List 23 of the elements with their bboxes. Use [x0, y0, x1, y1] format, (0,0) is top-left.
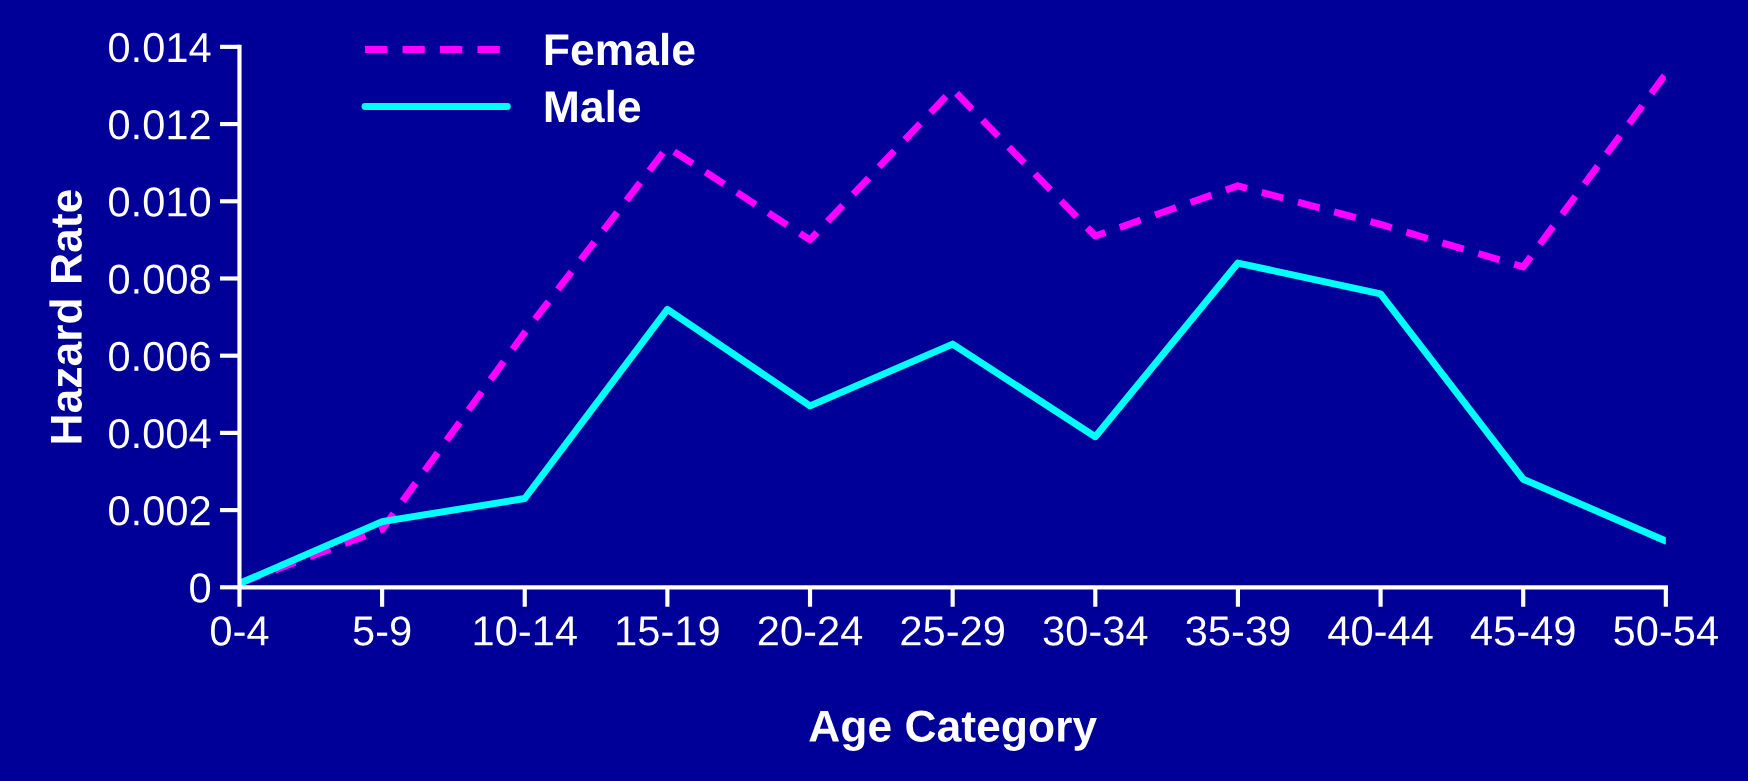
x-tick-label: 0-4: [211, 616, 269, 646]
x-tick-label: 25-29: [901, 616, 1004, 646]
x-tick-label: 10-14: [474, 616, 577, 646]
x-tick-label: 15-19: [617, 616, 719, 646]
y-tick-label: 0.008: [109, 264, 210, 294]
y-axis-title: Hazard Rate: [49, 190, 82, 443]
x-tick-label: 20-24: [758, 616, 863, 646]
y-tick-label: 0.014: [109, 32, 211, 63]
x-axis-title: Age Category: [809, 710, 1097, 751]
legend-label: Female: [545, 32, 695, 66]
x-tick-label: 30-34: [1043, 616, 1148, 646]
y-tick-label: 0.006: [109, 341, 210, 372]
legend-label: Male: [545, 89, 641, 123]
y-tick-label: 0.010: [109, 187, 211, 217]
x-tick-label: 50-54: [1614, 616, 1718, 646]
y-tick-label: 0.002: [109, 496, 210, 526]
y-tick-label: 0.012: [109, 110, 210, 140]
x-tick-label: 45-49: [1470, 616, 1575, 646]
y-tick-label: 0: [190, 573, 211, 603]
x-tick-label: 40-44: [1328, 616, 1433, 646]
y-tick-label: 0.004: [109, 418, 211, 449]
x-tick-label: 35-39: [1186, 616, 1290, 646]
x-tick-label: 5-9: [353, 616, 411, 646]
